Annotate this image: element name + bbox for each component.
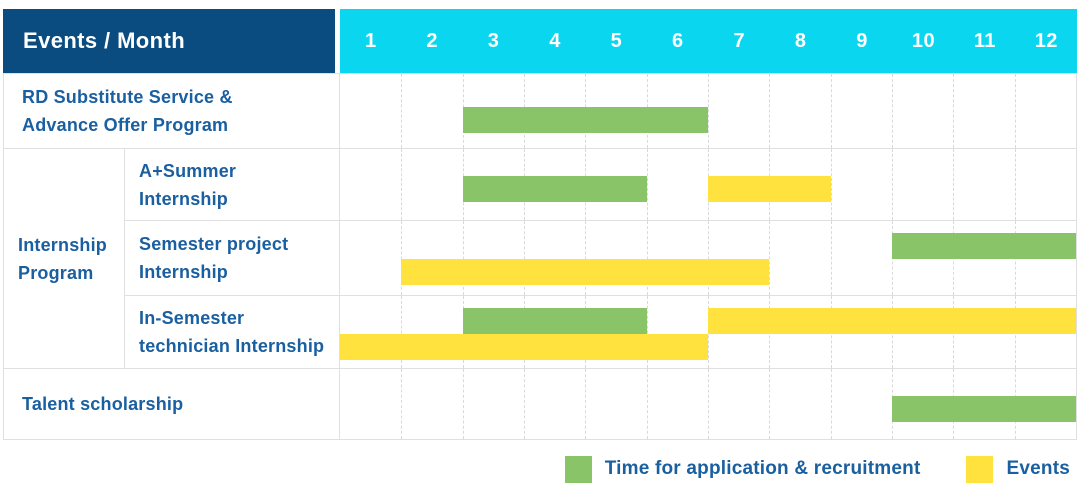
month-gridline	[646, 296, 648, 368]
row-label-rd-substitute: RD Substitute Service & Advance Offer Pr…	[3, 73, 340, 148]
month-gridline	[401, 149, 403, 220]
month-gridline	[401, 369, 403, 439]
month-header-row: 1 2 3 4 5 6 7 8 9 10 11 12	[340, 9, 1077, 73]
month-label-2: 2	[426, 29, 438, 52]
row-label-line: Advance Offer Program	[22, 115, 229, 135]
month-gridline	[462, 369, 464, 439]
header-title: Events / Month	[23, 28, 186, 53]
row-label-line: Semester project	[139, 234, 289, 254]
header-title-cell: Events / Month	[3, 9, 340, 73]
month-gridline	[585, 369, 587, 439]
legend-label: Time for application & recruitment	[604, 458, 921, 479]
row-label-a-plus-summer: A+Summer Internship	[125, 148, 340, 220]
row-label-line: A+Summer	[139, 160, 237, 181]
month-gridline	[708, 369, 709, 439]
row-label-line: technician Internship	[139, 336, 325, 356]
row-label-in-semester-technician: In-Semester technician Internship	[125, 295, 340, 368]
gantt-bar-application	[892, 396, 1076, 422]
month-label-9: 9	[856, 29, 868, 52]
gantt-bar-application	[462, 107, 708, 133]
month-gridline	[646, 221, 648, 295]
gantt-bar-events	[401, 259, 770, 285]
month-label-1: 1	[364, 29, 377, 52]
month-gridline	[462, 221, 464, 295]
gantt-bar-events	[708, 176, 831, 202]
month-gridline	[1014, 149, 1016, 220]
yellow-swatch-icon	[966, 455, 994, 483]
month-gridline	[953, 74, 955, 148]
green-swatch-icon	[564, 455, 592, 483]
gantt-bar-application	[462, 176, 647, 202]
month-gridline	[953, 149, 955, 220]
group-label-line: Program	[18, 262, 94, 283]
month-gridline	[524, 221, 525, 295]
month-label-8: 8	[794, 29, 807, 52]
month-gridline	[524, 369, 525, 439]
month-label-12: 12	[1034, 29, 1058, 52]
month-label-4: 4	[549, 29, 561, 52]
row-label-line: Talent scholarship	[22, 394, 184, 414]
month-label-11: 11	[973, 29, 996, 52]
month-label-5: 5	[610, 29, 623, 52]
month-gridline	[769, 221, 771, 295]
month-label-10: 10	[911, 29, 935, 52]
row-label-line: Internship	[139, 262, 229, 282]
gantt-bar-events	[340, 334, 708, 360]
month-label-6: 6	[672, 29, 684, 52]
gantt-bar-application	[462, 308, 647, 334]
events-month-table: Events / Month 1 2 3 4 5 6 7 8 9 10 11 1…	[3, 9, 1077, 440]
row-label-line: Internship	[139, 188, 229, 209]
month-gridline	[892, 149, 893, 220]
row-label-talent-scholarship: Talent scholarship	[3, 368, 340, 440]
legend: Time for application & recruitment Event…	[564, 452, 1070, 486]
month-gridline	[830, 369, 832, 439]
legend-label: Events	[1006, 458, 1070, 479]
month-label-3: 3	[487, 29, 500, 52]
row-label-semester-project: Semester project Internship	[125, 220, 340, 295]
chart-row-rd-substitute	[340, 73, 1077, 148]
row-label-line: In-Semester	[139, 308, 245, 328]
chart-row-semester-project	[340, 220, 1077, 295]
chart-row-a-plus-summer	[340, 148, 1077, 220]
month-gridline	[830, 74, 832, 148]
month-gridline	[585, 221, 587, 295]
chart-row-in-semester-technician	[340, 295, 1077, 368]
month-gridline	[769, 74, 771, 148]
gantt-bar-application	[892, 233, 1076, 259]
month-gridline	[1014, 74, 1016, 148]
month-gridline	[769, 369, 771, 439]
legend-item-events: Events	[966, 455, 1070, 483]
month-gridline	[646, 369, 648, 439]
group-label-line: Internship	[18, 234, 108, 255]
month-gridline	[401, 296, 403, 368]
month-label-7: 7	[733, 29, 745, 52]
group-label-internship-program: Internship Program	[3, 148, 125, 368]
month-gridline	[708, 74, 709, 148]
month-gridline	[708, 221, 709, 295]
legend-item-application: Time for application & recruitment	[564, 455, 921, 483]
month-gridline	[401, 74, 403, 148]
month-gridline	[830, 149, 832, 220]
month-gridline	[646, 149, 648, 220]
month-gridline	[830, 221, 832, 295]
gantt-bar-events	[708, 308, 1076, 334]
month-gridline	[892, 74, 893, 148]
chart-row-talent-scholarship	[340, 368, 1077, 440]
month-gridline	[401, 221, 403, 295]
row-label-line: RD Substitute Service &	[22, 87, 233, 107]
